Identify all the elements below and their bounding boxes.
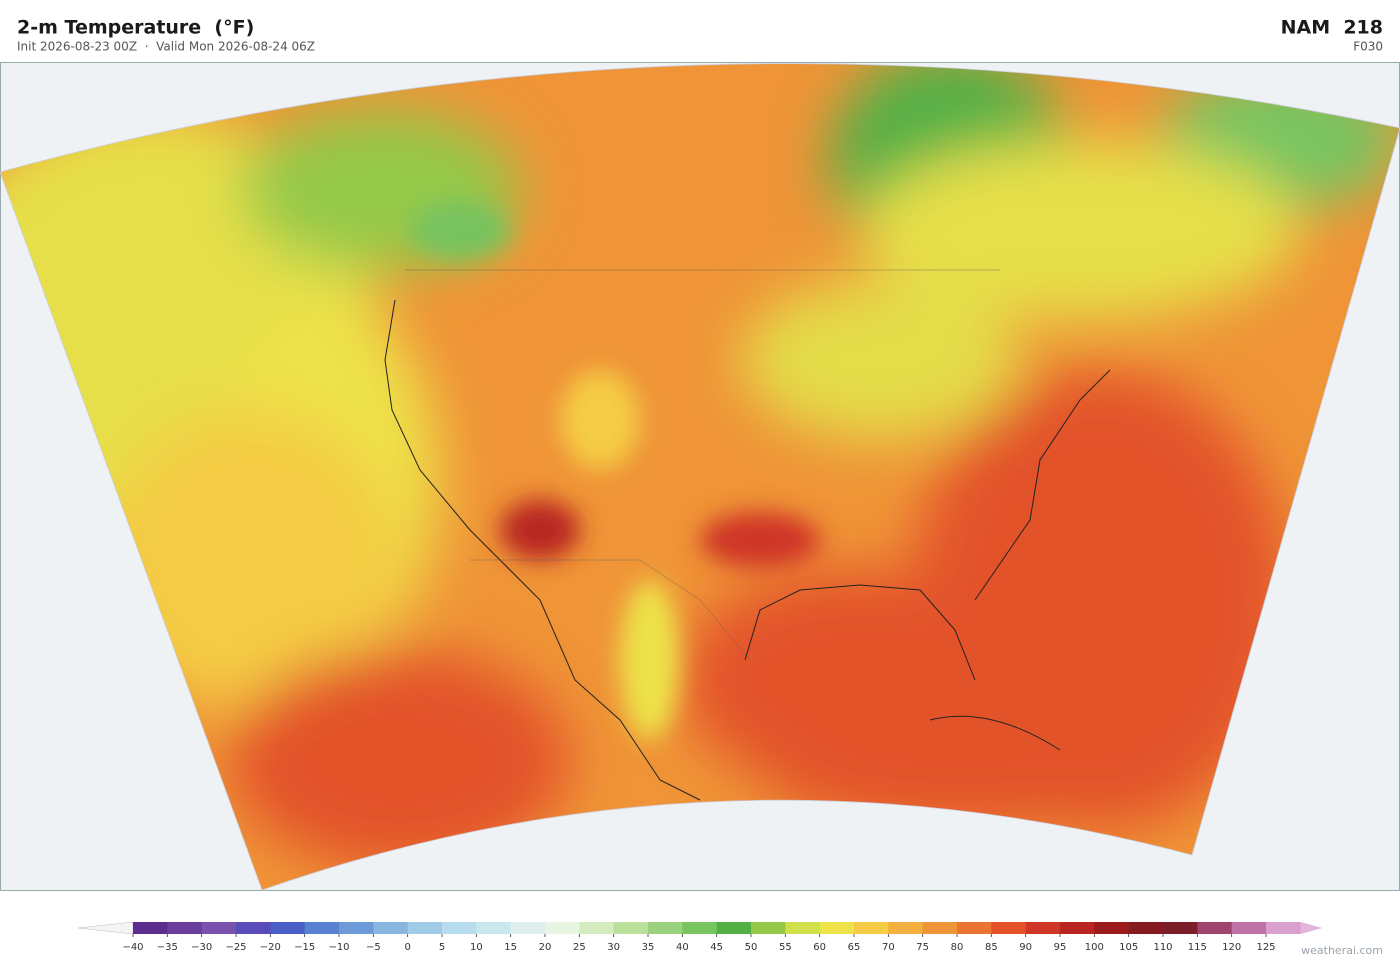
colorbar-tick-label: 35 bbox=[642, 942, 655, 953]
colorbar-swatch bbox=[545, 922, 580, 934]
colorbar-tick-label: 20 bbox=[539, 942, 552, 953]
colorbar-tick-label: 30 bbox=[607, 942, 620, 953]
colorbar-tick-label: −40 bbox=[122, 942, 143, 953]
colorbar-tick-label: 5 bbox=[439, 942, 445, 953]
colorbar-tick-label: 15 bbox=[504, 942, 517, 953]
colorbar-swatch bbox=[957, 922, 992, 934]
colorbar-over bbox=[1300, 922, 1323, 934]
forecast-hour: F030 bbox=[1353, 40, 1383, 54]
colorbar-swatch bbox=[888, 922, 924, 934]
colorbar-swatch bbox=[407, 922, 443, 934]
colorbar-swatch bbox=[270, 922, 306, 934]
colorbar-swatch bbox=[304, 922, 340, 934]
colorbar-tick-label: −35 bbox=[157, 942, 178, 953]
colorbar-tick-label: 70 bbox=[882, 942, 895, 953]
colorbar-tick-label: 120 bbox=[1222, 942, 1241, 953]
colorbar-swatch bbox=[1231, 922, 1267, 934]
colorbar-swatch bbox=[510, 922, 546, 934]
colorbar-tick-label: 110 bbox=[1153, 942, 1172, 953]
colorbar-swatch bbox=[1197, 922, 1233, 934]
map bbox=[0, 62, 1400, 891]
colorbar-swatch bbox=[751, 922, 786, 934]
colorbar-tick-label: 125 bbox=[1256, 942, 1275, 953]
colorbar-tick-label: 10 bbox=[470, 942, 483, 953]
colorbar-tick-label: −20 bbox=[260, 942, 281, 953]
colorbar-tick-label: 105 bbox=[1119, 942, 1138, 953]
colorbar-swatch bbox=[373, 922, 409, 934]
colorbar-tick-label: −25 bbox=[225, 942, 246, 953]
colorbar-swatch bbox=[1060, 922, 1095, 934]
colorbar-tick-label: 90 bbox=[1019, 942, 1032, 953]
colorbar-swatch bbox=[1025, 922, 1061, 934]
colorbar-swatch bbox=[682, 922, 718, 934]
colorbar-tick-label: 95 bbox=[1054, 942, 1067, 953]
colorbar-tick-label: 65 bbox=[848, 942, 861, 953]
colorbar-swatch bbox=[1128, 922, 1164, 934]
colorbar-swatch bbox=[133, 922, 168, 934]
colorbar-swatch bbox=[1094, 922, 1130, 934]
colorbar-swatch bbox=[1266, 922, 1301, 934]
colorbar-swatch bbox=[442, 922, 477, 934]
colorbar-swatch bbox=[785, 922, 821, 934]
colorbar-swatch bbox=[339, 922, 374, 934]
colorbar-tick-label: 45 bbox=[710, 942, 723, 953]
colorbar-swatch bbox=[854, 922, 889, 934]
colorbar-tick-label: 40 bbox=[676, 942, 689, 953]
colorbar-tick-label: −10 bbox=[328, 942, 349, 953]
colorbar-tick-label: −5 bbox=[366, 942, 381, 953]
colorbar-swatch bbox=[476, 922, 512, 934]
colorbar: −40 −35 −30 −25 −20 −15 −10 −5 0 5 10 15 20 25 30 35 40 4… bbox=[77, 921, 1323, 953]
colorbar-tick-label: 75 bbox=[916, 942, 929, 953]
colorbar-swatch bbox=[167, 922, 203, 934]
colorbar-tick-label: 100 bbox=[1085, 942, 1104, 953]
colorbar-tick-label: 80 bbox=[951, 942, 964, 953]
colorbar-tick-label: −30 bbox=[191, 942, 212, 953]
title: 2-m Temperature (°F) bbox=[17, 17, 254, 39]
watermark: weatherai.com bbox=[1301, 944, 1383, 957]
colorbar-under bbox=[77, 921, 134, 935]
colorbar-swatch bbox=[648, 922, 683, 934]
colorbar-swatch bbox=[716, 922, 752, 934]
colorbar-tick-label: 50 bbox=[745, 942, 758, 953]
colorbar-swatch bbox=[236, 922, 271, 934]
colorbar-tick-label: 115 bbox=[1188, 942, 1207, 953]
colorbar-swatch bbox=[1163, 922, 1198, 934]
colorbar-tick-label: 55 bbox=[779, 942, 792, 953]
model-name: NAM 218 bbox=[1281, 17, 1383, 39]
subtitle: Init 2026-08-23 00Z · Valid Mon 2026-08-… bbox=[17, 40, 315, 54]
colorbar-tick-label: −15 bbox=[294, 942, 315, 953]
colorbar-swatch bbox=[201, 922, 237, 934]
colorbar-tick-label: 85 bbox=[985, 942, 998, 953]
colorbar-tick-label: 0 bbox=[404, 942, 410, 953]
colorbar-swatch bbox=[613, 922, 649, 934]
colorbar-swatch bbox=[579, 922, 615, 934]
colorbar-swatch bbox=[991, 922, 1027, 934]
colorbar-swatch bbox=[922, 922, 958, 934]
colorbar-tick-label: 60 bbox=[813, 942, 826, 953]
colorbar-tick-label: 25 bbox=[573, 942, 586, 953]
colorbar-swatch bbox=[819, 922, 855, 934]
